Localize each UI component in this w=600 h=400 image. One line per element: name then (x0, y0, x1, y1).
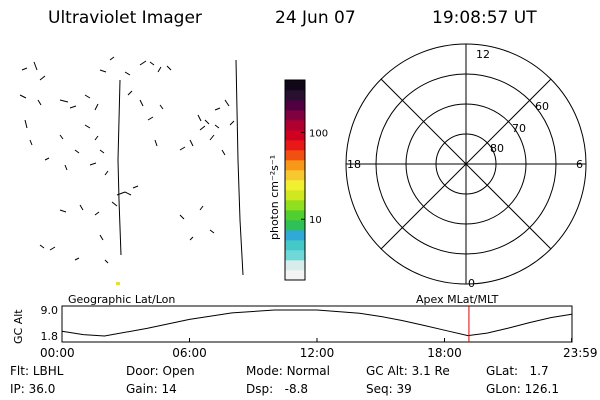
gcalt-label: GC Alt: (366, 364, 408, 378)
mlat-label-60: 60 (535, 100, 549, 113)
dsp-info: Dsp: -8.8 (246, 382, 308, 396)
altitude-x-tick-label: 00:00 (40, 346, 75, 360)
mlt-label-6: 6 (576, 158, 583, 171)
gain-value: 14 (161, 382, 177, 396)
mode-value: Normal (286, 364, 330, 378)
mlt-label-18: 18 (347, 158, 361, 171)
colorbar-cell (285, 200, 305, 211)
colorbar-cell (285, 100, 305, 111)
door-info: Door: Open (126, 364, 195, 378)
glon-label: GLon: (486, 382, 521, 396)
mlat-label-70: 70 (512, 122, 526, 135)
geographic-label: Geographic Lat/Lon (68, 293, 175, 306)
colorbar-cell (285, 160, 305, 171)
aurora-speck (116, 282, 120, 285)
altitude-x-tick-label: 18:00 (427, 346, 462, 360)
colorbar-unit-label: photon cm⁻²s⁻¹ (268, 155, 281, 240)
observation-time: 19:08:57 UT (432, 8, 537, 28)
colorbar-cell (285, 250, 305, 261)
colorbar-cell (285, 90, 305, 101)
colorbar-cell (285, 190, 305, 201)
meridian-line-left (117, 79, 122, 256)
colorbar-tick-label: 10 (309, 215, 322, 226)
colorbar-cell (285, 270, 305, 281)
mlt-label-12: 12 (476, 48, 490, 61)
glat-info: GLat: 1.7 (486, 364, 549, 378)
colorbar-frame (284, 79, 306, 281)
dsp-value: -8.8 (284, 382, 309, 396)
ip-info: IP: 36.0 (10, 382, 55, 396)
filter-info: Flt: LBHL (10, 364, 63, 378)
filter-label: Flt: (10, 364, 29, 378)
colorbar-cell (285, 180, 305, 191)
colorbar-cell (285, 170, 305, 181)
colorbar-cell (285, 260, 305, 271)
coastline-fragments (19, 56, 235, 264)
colorbar-cell (285, 110, 305, 121)
geographic-map (19, 56, 244, 285)
apex-label: Apex MLat/MLT (416, 293, 499, 306)
gain-info: Gain: 14 (126, 382, 177, 396)
colorbar-ticks: 100 10 (301, 128, 328, 226)
door-label: Door: (126, 364, 159, 378)
glon-info: GLon: 126.1 (486, 382, 559, 396)
seq-value: 39 (396, 382, 412, 396)
altitude-x-tick-label: 23:59 (563, 346, 598, 360)
meridian-line-right (235, 59, 244, 276)
colorbar-cell (285, 210, 305, 221)
dsp-label: Dsp: (246, 382, 274, 396)
colorbar-cell (285, 120, 305, 131)
polar-diagonal-2 (380, 78, 552, 250)
altitude-y-tick-label: 9.0 (41, 304, 59, 317)
colorbar-cell (285, 230, 305, 241)
seq-label: Seq: (366, 382, 393, 396)
mlt-label-0: 0 (468, 277, 475, 290)
colorbar-cell (285, 240, 305, 251)
observation-date: 24 Jun 07 (275, 8, 356, 28)
altitude-y-tick-label: 1.8 (41, 330, 59, 343)
gain-label: Gain: (126, 382, 158, 396)
glat-value: 1.7 (529, 364, 549, 378)
polar-plot (345, 43, 587, 285)
colorbar-tick-label: 100 (309, 128, 328, 139)
altitude-chart-frame (61, 305, 573, 343)
mlat-label-80: 80 (490, 142, 504, 155)
ip-value: 36.0 (28, 382, 56, 396)
colorbar-cell (285, 140, 305, 151)
altitude-x-ticks: 00:00 06:00 12:00 18:00 23:59 (40, 338, 598, 360)
colorbar-cell (285, 80, 305, 91)
instrument-title: Ultraviolet Imager (48, 8, 202, 28)
gcalt-value: 3.1 Re (411, 364, 450, 378)
colorbar-cell (285, 150, 305, 161)
mode-info: Mode: Normal (246, 364, 330, 378)
gcalt-info: GC Alt: 3.1 Re (366, 364, 450, 378)
colorbar-cells (285, 80, 305, 281)
altitude-series-line (61, 309, 572, 337)
filter-value: LBHL (32, 364, 64, 378)
altitude-x-tick-label: 12:00 (300, 346, 335, 360)
colorbar-cell (285, 130, 305, 141)
glat-label: GLat: (486, 364, 519, 378)
altitude-y-label: GC Alt (12, 309, 25, 344)
colorbar: 100 10 photon cm⁻²s⁻¹ (268, 79, 328, 281)
seq-info: Seq: 39 (366, 382, 412, 396)
glon-value: 126.1 (524, 382, 559, 396)
altitude-chart: 9.0 1.8 00:00 06:00 12:00 18:00 23:59 GC Alt (12, 304, 598, 360)
mode-label: Mode: (246, 364, 283, 378)
door-value: Open (162, 364, 195, 378)
colorbar-cell (285, 220, 305, 231)
ip-label: IP: (10, 382, 25, 396)
altitude-y-ticks: 9.0 1.8 (41, 304, 59, 343)
altitude-x-tick-label: 06:00 (172, 346, 207, 360)
